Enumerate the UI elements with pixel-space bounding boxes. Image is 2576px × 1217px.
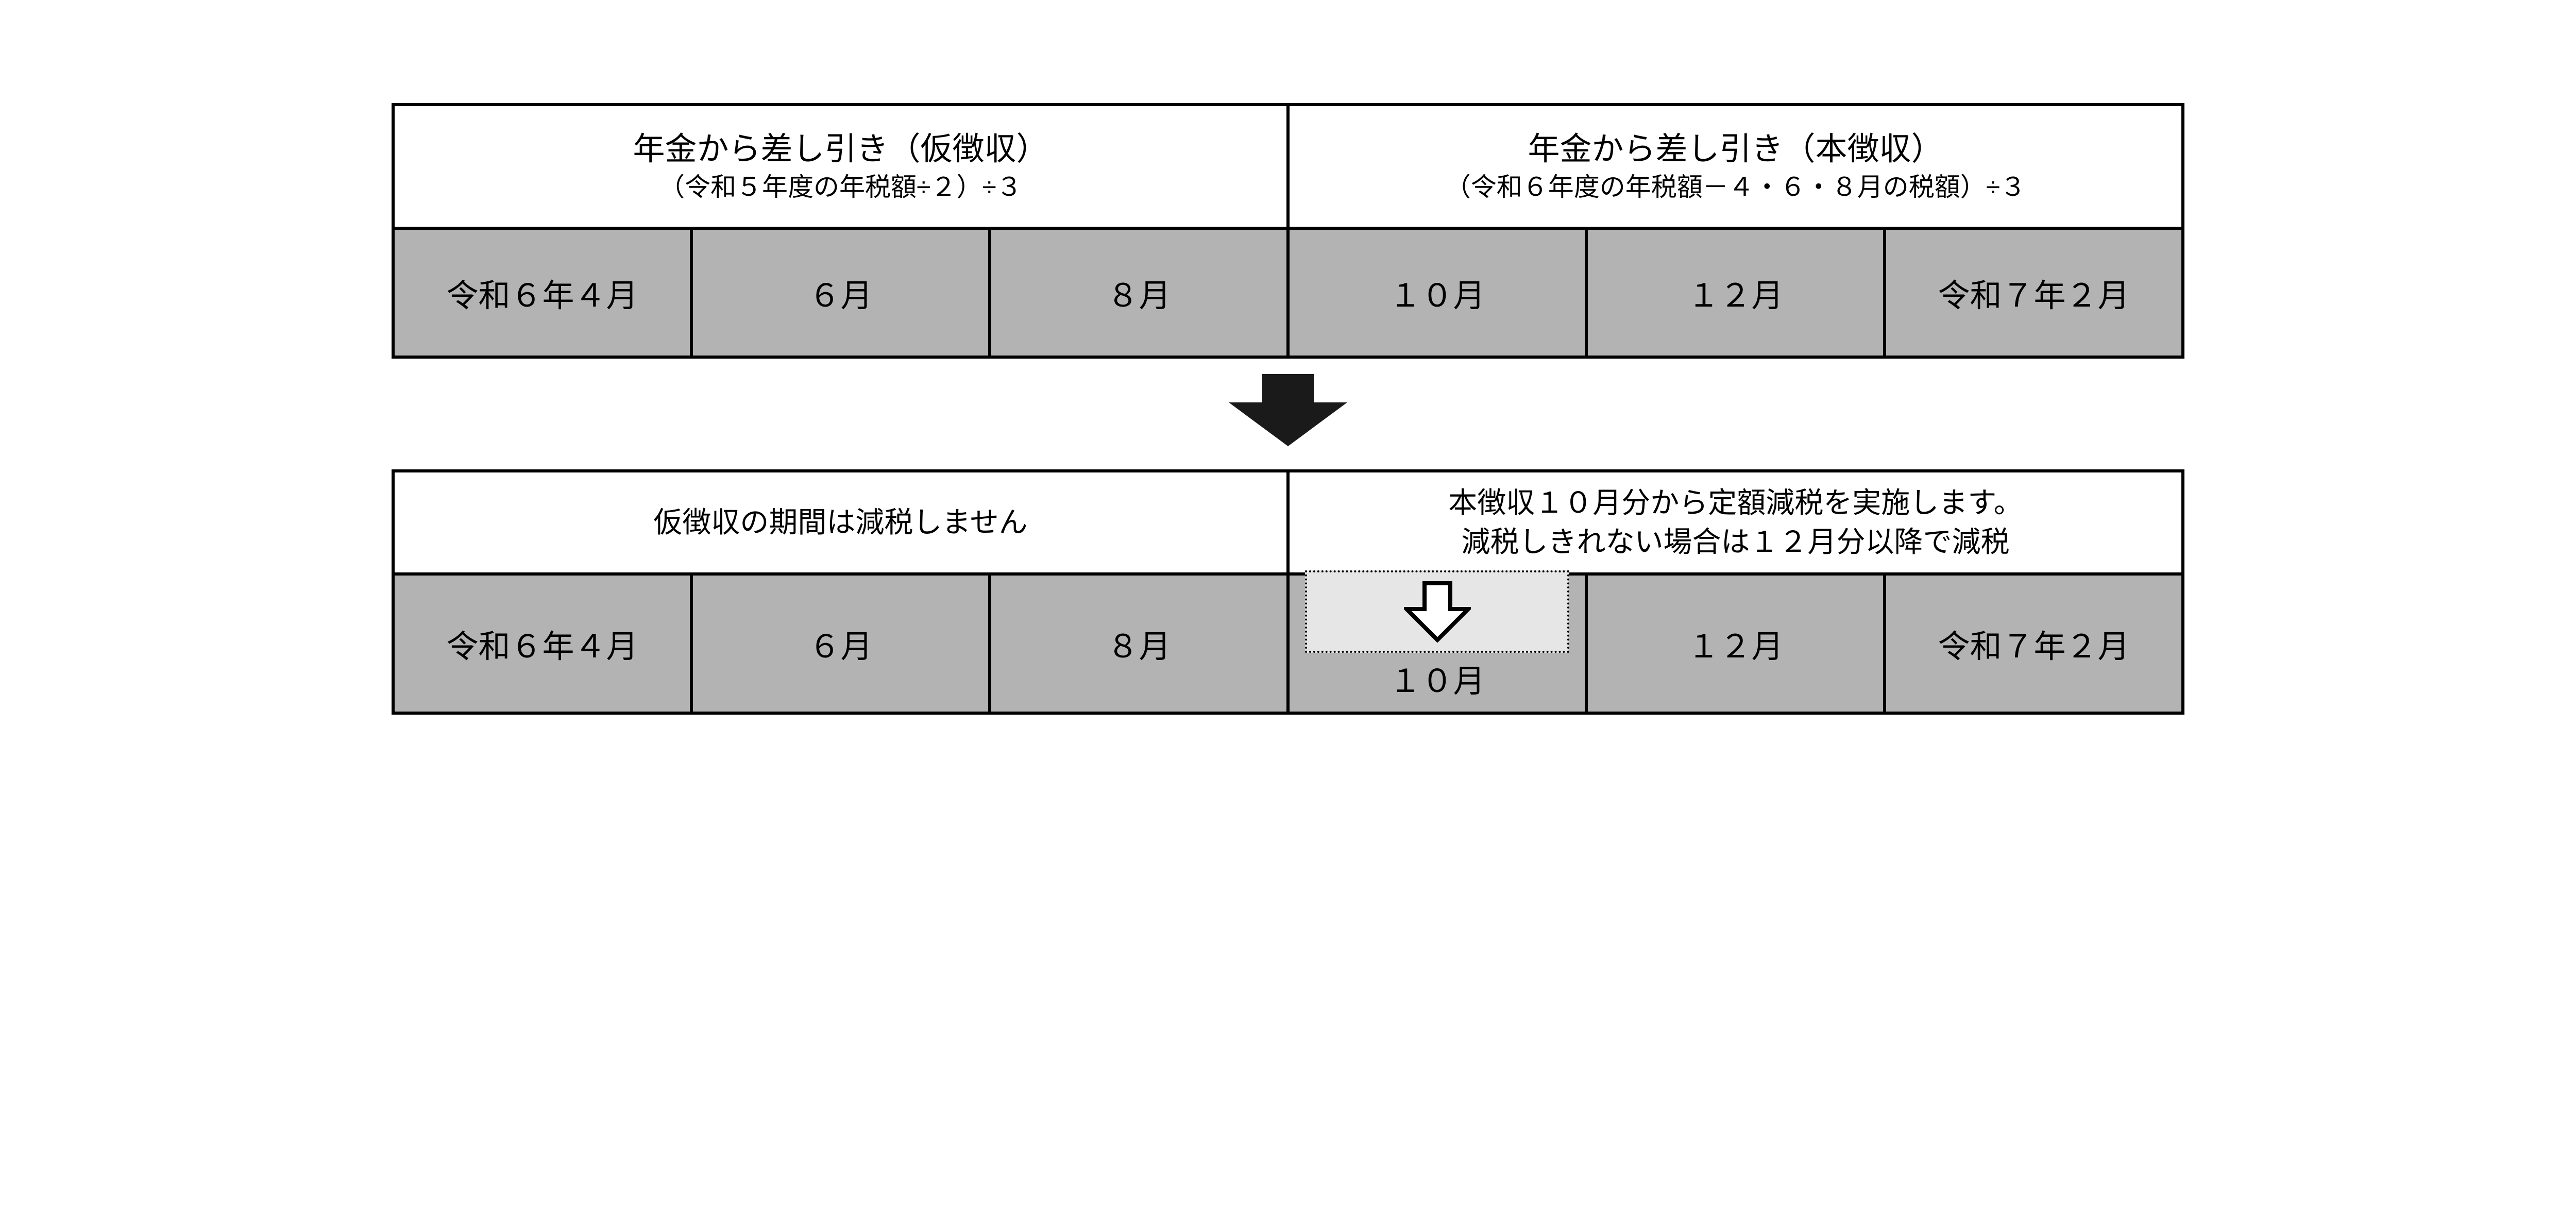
month-cell: 令和６年４月 [393,574,691,713]
month-cell: 令和７年２月 [1885,228,2183,357]
header-reduction-line2: 減税しきれない場合は１２月分以降で減税 [1290,522,2181,562]
month-cell: １０月 [1288,228,1586,357]
month-cell: 令和７年２月 [1885,574,2183,713]
header-final: 年金から差し引き（本徴収） （令和６年度の年税額－４・６・８月の税額）÷３ [1288,105,2183,228]
month-label: １０月 [1290,655,1585,701]
month-cell: ６月 [691,574,990,713]
reduction-applied-indicator [1305,570,1569,653]
header-final-title: 年金から差し引き（本徴収） [1290,129,2181,171]
header-provisional-title: 年金から差し引き（仮徴収） [395,129,1286,171]
header-reduction-line1: 本徴収１０月分から定額減税を実施します。 [1290,483,2181,522]
header-provisional-sub: （令和５年度の年税額÷２）÷３ [395,171,1286,204]
month-cell: 令和６年４月 [393,228,691,357]
header-no-reduction: 仮徴収の期間は減税しません [393,471,1288,574]
month-cell: １２月 [1586,228,1885,357]
transition-arrow [392,359,2184,469]
arrow-down-icon [1229,374,1347,446]
schedule-table-before: 年金から差し引き（仮徴収） （令和５年度の年税額÷２）÷３ 年金から差し引き（本… [392,103,2184,359]
header-provisional: 年金から差し引き（仮徴収） （令和５年度の年税額÷２）÷３ [393,105,1288,228]
month-cell: １２月 [1586,574,1885,713]
header-final-sub: （令和６年度の年税額－４・６・８月の税額）÷３ [1290,171,2181,204]
month-cell: ８月 [990,228,1288,357]
month-cell-october: １０月 [1288,574,1586,713]
header-reduction: 本徴収１０月分から定額減税を実施します。 減税しきれない場合は１２月分以降で減税 [1288,471,2183,574]
arrow-down-outline-icon [1404,581,1471,643]
schedule-table-after: 仮徴収の期間は減税しません 本徴収１０月分から定額減税を実施します。 減税しきれ… [392,469,2184,715]
month-cell: ６月 [691,228,990,357]
month-cell: ８月 [990,574,1288,713]
